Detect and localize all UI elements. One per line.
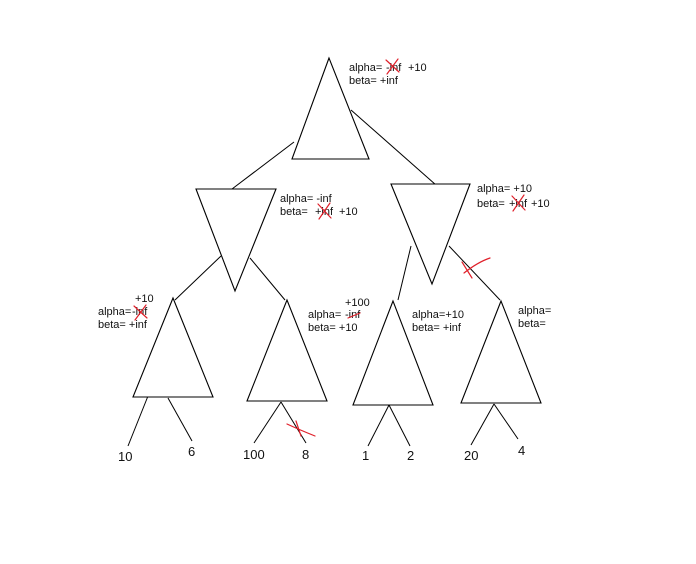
min-right-alpha: alpha= +10	[477, 183, 532, 195]
min-left-beta-new: +10	[339, 206, 358, 218]
edge-max4-leaf20	[470, 403, 495, 446]
leaf-value: 1	[362, 448, 369, 463]
root-max-node	[291, 56, 370, 160]
prune-mark-leaf8	[286, 420, 316, 437]
max-1-annotation: +10 alpha= -inf beta= +inf	[98, 293, 154, 331]
leaf-value: 2	[407, 448, 414, 463]
leaf-value: 10	[118, 449, 132, 464]
max-2-alpha-strike-mark	[347, 312, 361, 319]
max-node-1	[132, 296, 214, 398]
edge-max1-leaf6	[167, 397, 193, 442]
edge-max3-leaf2	[388, 404, 411, 447]
leaf-value: 6	[188, 444, 195, 459]
max-2-alpha-old: -inf	[345, 309, 361, 321]
min-right-beta-new: +10	[531, 198, 550, 210]
min-left-annotation: alpha= -inf beta= +inf +10	[280, 193, 358, 220]
min-left-beta-label: beta=	[280, 206, 308, 218]
leaf-value: 20	[464, 448, 478, 463]
edge-root-minleft	[231, 141, 295, 190]
edge-max4-leaf4	[493, 403, 519, 440]
max-3-beta: beta= +inf	[412, 322, 462, 334]
max-4-alpha: alpha=	[518, 305, 551, 317]
min-right-annotation: alpha= +10 beta= +inf +10	[477, 183, 550, 212]
max-2-annotation: +100 alpha= -inf beta= +10	[308, 297, 370, 334]
edge-max2-leaf100	[253, 401, 282, 444]
max-4-beta: beta=	[518, 318, 546, 330]
leaf-value: 100	[243, 447, 265, 462]
max-1-alpha-strike-mark	[133, 304, 148, 321]
max-3-annotation: alpha=+10 beta= +inf	[412, 309, 464, 334]
max-1-alpha-label: alpha=	[98, 306, 131, 318]
edge-minright-max4	[448, 245, 501, 301]
min-node-right	[390, 183, 471, 286]
leaf-value: 4	[518, 443, 525, 458]
edge-max3-leaf1	[367, 404, 390, 447]
root-alpha-new: +10	[408, 62, 427, 74]
leaf-value: 8	[302, 447, 309, 462]
edge-max2-leaf8	[280, 401, 307, 444]
max-2-alpha-new: +100	[345, 297, 370, 309]
max-node-4	[460, 299, 542, 404]
min-left-beta-strike-mark	[317, 202, 332, 220]
max-node-2	[246, 298, 328, 402]
edge-root-minright	[350, 109, 437, 186]
min-right-beta-strike-mark	[511, 194, 526, 212]
root-alpha-label: alpha=	[349, 62, 382, 74]
max-3-alpha: alpha=+10	[412, 309, 464, 321]
root-annotation: alpha= -inf +10 beta= +inf	[349, 58, 427, 87]
max-2-alpha-label: alpha=	[308, 309, 341, 321]
min-right-beta-label: beta=	[477, 198, 505, 210]
max-1-beta: beta= +inf	[98, 319, 148, 331]
max-1-alpha-new: +10	[135, 293, 154, 305]
root-alpha-strike-mark	[385, 58, 400, 75]
leaf-values: 10 6 100 8 1 2 20 4	[118, 443, 525, 464]
tree-edges	[127, 109, 519, 447]
edge-minleft-max2	[249, 257, 286, 301]
edge-minleft-max1	[174, 255, 222, 301]
max-2-beta: beta= +10	[308, 322, 358, 334]
max-4-annotation: alpha= beta=	[518, 305, 551, 330]
max-node-3	[352, 299, 434, 406]
edge-max1-leaf10	[127, 395, 149, 447]
root-beta: beta= +inf	[349, 75, 399, 87]
min-left-alpha: alpha= -inf	[280, 193, 333, 205]
prune-mark-minright-max4	[461, 257, 491, 279]
min-node-left	[195, 188, 277, 293]
edge-minright-max3	[397, 245, 412, 301]
